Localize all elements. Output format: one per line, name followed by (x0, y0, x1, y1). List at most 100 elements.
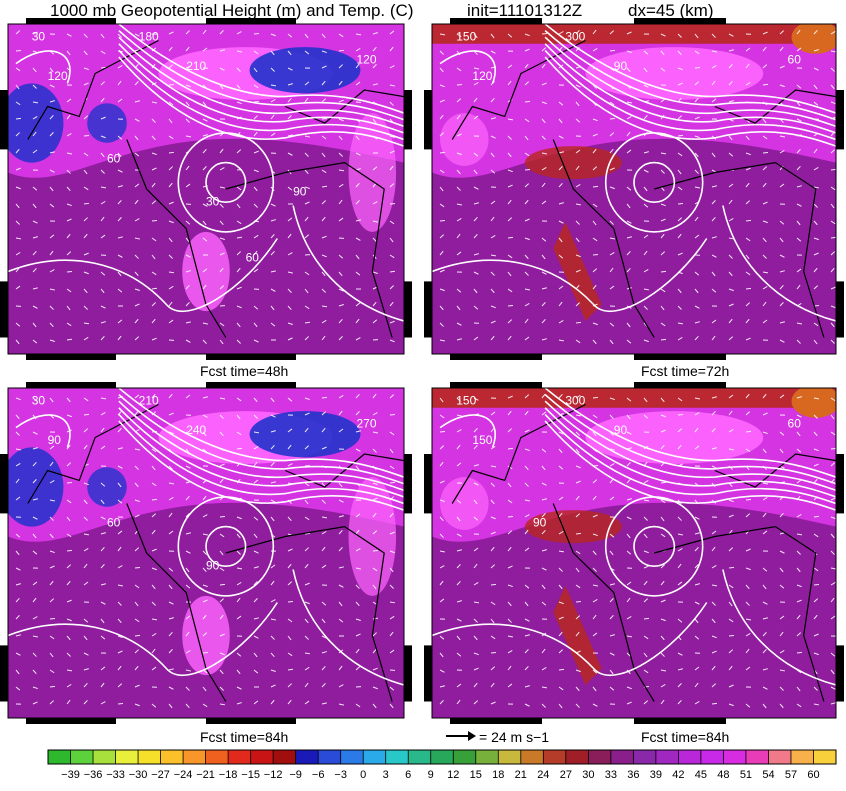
colorbar-swatch (228, 750, 252, 764)
colorbar-swatch (250, 750, 274, 764)
map-panel-48h: 150 120 300 90 60 (424, 18, 844, 360)
colorbar-tick-label: −12 (264, 769, 283, 781)
contour-label: 60 (107, 152, 121, 166)
temperature-field (8, 24, 404, 354)
cold-pool (249, 411, 361, 458)
temperature-field (432, 388, 836, 718)
contour-label: 210 (186, 59, 206, 73)
forecast-time-label-72h: Fcst time=84h (200, 729, 289, 745)
wind-reference-arrow-icon (446, 731, 476, 741)
colorbar-tick-label: 24 (537, 769, 549, 781)
forecast-time-label-60h: Fcst time=72h (641, 363, 730, 379)
colorbar-tick-label: −27 (151, 769, 170, 781)
contour-label: 240 (186, 423, 206, 437)
warm-band (8, 24, 404, 178)
colorbar-swatch (430, 750, 454, 764)
contour-label: 60 (788, 417, 802, 431)
contour-label: 60 (788, 53, 802, 67)
colorbar-swatch (453, 750, 477, 764)
cold-pool (249, 47, 361, 94)
colorbar-swatch (655, 750, 679, 764)
colorbar-tick-label: 0 (360, 769, 366, 781)
contour-label: 30 (32, 30, 46, 44)
colorbar-swatch (115, 750, 139, 764)
colorbar-tick-label: −3 (334, 769, 347, 781)
temperature-field (432, 24, 836, 354)
colorbar-tick-label: 18 (492, 769, 504, 781)
colorbar-tick-label: −39 (61, 769, 80, 781)
colorbar-swatch (475, 750, 499, 764)
colorbar-swatch (790, 750, 814, 764)
hot-strip (432, 388, 836, 408)
colorbar-swatch (340, 750, 364, 764)
contour-label: 300 (565, 30, 585, 44)
colorbar-tick-label: 12 (447, 769, 459, 781)
map-panel-initial: 30 120 180 210 120 60 30 90 60 (0, 18, 412, 360)
frame-tick-bars (424, 382, 844, 724)
frame-tick-bars (424, 18, 844, 360)
colorbar-swatch (543, 750, 567, 764)
colorbar-tick-label: 45 (695, 769, 707, 781)
height-contours (432, 24, 836, 322)
contour-label: 120 (472, 69, 492, 83)
colorbar-swatch (745, 750, 769, 764)
colorbar-swatch (588, 750, 612, 764)
warm-band (432, 388, 836, 542)
colorbar-swatch (385, 750, 409, 764)
colorbar-swatch (295, 750, 319, 764)
map-panel-72h: 30 90 210 240 270 60 90 (0, 382, 412, 724)
map-borders (451, 39, 836, 338)
colorbar-tick-label: 54 (762, 769, 774, 781)
forecast-time-label-84h: Fcst time=84h (641, 729, 730, 745)
colorbar-swatch (768, 750, 792, 764)
contour-label: 60 (246, 251, 260, 265)
warm-band (8, 388, 404, 542)
colorbar-swatch (160, 750, 184, 764)
colorbar-tick-label: 15 (470, 769, 482, 781)
colorbar-tick-label: −6 (312, 769, 325, 781)
colorbar-tick-label: 39 (650, 769, 662, 781)
colorbar-swatch (183, 750, 207, 764)
frame-tick-bars (0, 18, 412, 360)
colorbar-swatch (70, 750, 94, 764)
colorbar-swatch (498, 750, 522, 764)
contour-label: 60 (107, 516, 121, 530)
colorbar-tick-label: 9 (428, 769, 434, 781)
colorbar-tick-label: −18 (219, 769, 238, 781)
colorbar-swatch (205, 750, 229, 764)
colorbar-tick-label: −9 (289, 769, 302, 781)
colorbar-swatch (93, 750, 117, 764)
colorbar-swatch (565, 750, 589, 764)
colorbar-tick-label: 30 (582, 769, 594, 781)
colorbar-tick-label: 6 (405, 769, 411, 781)
map-borders (451, 403, 836, 702)
contour-label: 90 (533, 516, 547, 530)
contour-label: 180 (139, 30, 159, 44)
colorbar-tick-label: −21 (196, 769, 215, 781)
contour-label: 120 (48, 69, 68, 83)
contour-label: 90 (614, 59, 628, 73)
contour-label: 270 (356, 417, 376, 431)
temperature-field (8, 388, 404, 718)
colorbar-swatch (48, 750, 72, 764)
colorbar-tick-label: 51 (740, 769, 752, 781)
colorbar-swatch (318, 750, 342, 764)
colorbar-tick-label: 36 (627, 769, 639, 781)
contour-label: 90 (293, 185, 307, 199)
map-borders (27, 39, 404, 338)
contour-label: 150 (472, 433, 492, 447)
contour-label: 90 (614, 423, 628, 437)
colorbar-tick-label: −15 (241, 769, 260, 781)
colorbar-swatch (138, 750, 162, 764)
colorbar-tick-label: 3 (383, 769, 389, 781)
height-contours (8, 24, 404, 322)
contour-label: 120 (356, 53, 376, 67)
colorbar-tick-label: 21 (515, 769, 527, 781)
main-title: 1000 mb Geopotential Height (m) and Temp… (50, 1, 414, 20)
colorbar-swatch (633, 750, 657, 764)
wind-reference-label: = 24 m s−1 (479, 729, 550, 745)
contour-label: 210 (139, 394, 159, 408)
colorbar-swatch (678, 750, 702, 764)
wind-vectors (15, 393, 396, 709)
colorbar-tick-label: 48 (717, 769, 729, 781)
